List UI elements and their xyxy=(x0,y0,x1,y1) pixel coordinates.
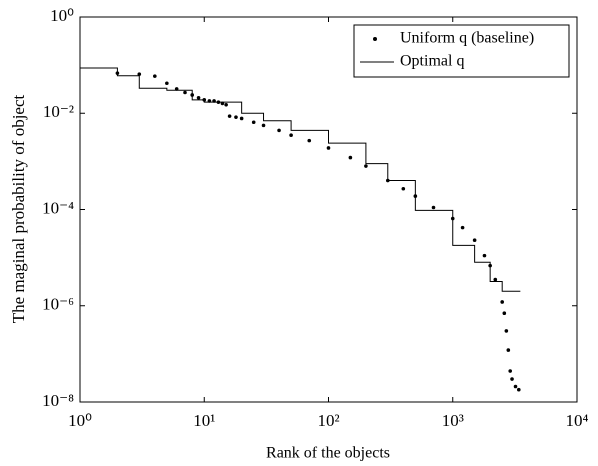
data-point xyxy=(506,348,511,352)
data-point xyxy=(137,72,142,76)
data-point xyxy=(502,311,507,316)
y-tick-label: 10⁻⁴ xyxy=(42,198,74,217)
x-tick-label: 10² xyxy=(317,411,339,430)
legend-marker xyxy=(373,37,377,41)
data-point xyxy=(500,300,504,304)
data-point xyxy=(307,138,312,143)
data-point xyxy=(516,387,521,392)
data-point xyxy=(289,133,293,137)
y-tick-label: 10⁻⁶ xyxy=(42,295,74,314)
y-tick-label: 10⁻⁸ xyxy=(42,391,74,410)
data-point xyxy=(460,225,465,230)
plot-frame xyxy=(79,16,578,403)
data-line xyxy=(80,67,521,292)
data-point xyxy=(472,238,477,243)
data-point xyxy=(504,329,509,333)
data-point xyxy=(348,155,353,160)
data-point xyxy=(165,81,169,86)
data-point xyxy=(227,114,232,118)
data-point xyxy=(183,90,187,95)
y-tick-label: 10⁰ xyxy=(50,6,74,25)
y-tick-label: 10⁻² xyxy=(43,102,74,121)
data-point xyxy=(153,74,157,78)
x-tick-label: 10⁰ xyxy=(68,411,92,430)
data-point xyxy=(401,186,406,191)
data-point xyxy=(224,102,228,107)
data-point xyxy=(239,116,244,121)
data-point xyxy=(364,164,368,168)
x-tick-label: 10¹ xyxy=(193,411,215,430)
data-point xyxy=(431,205,436,210)
x-axis-label: Rank of the objects xyxy=(266,445,390,462)
data-point xyxy=(234,115,238,119)
legend-label: Optimal q xyxy=(400,53,464,70)
data-point xyxy=(277,128,281,133)
legend: Uniform q (baseline) Optimal q xyxy=(353,24,570,78)
data-point xyxy=(482,253,487,258)
data-point xyxy=(510,377,514,381)
x-tick-label: 10³ xyxy=(442,411,464,430)
data-point xyxy=(513,384,518,389)
legend-box xyxy=(353,24,570,78)
data-point xyxy=(508,369,513,373)
data-point xyxy=(493,277,498,282)
data-point xyxy=(326,146,331,150)
y-axis-label: The maginal probability of object xyxy=(9,94,28,323)
x-tick-label: 10⁴ xyxy=(566,411,589,430)
data-point xyxy=(261,123,266,128)
data-point xyxy=(251,120,256,125)
data-point xyxy=(196,95,201,100)
legend-label: Uniform q (baseline) xyxy=(400,30,534,47)
